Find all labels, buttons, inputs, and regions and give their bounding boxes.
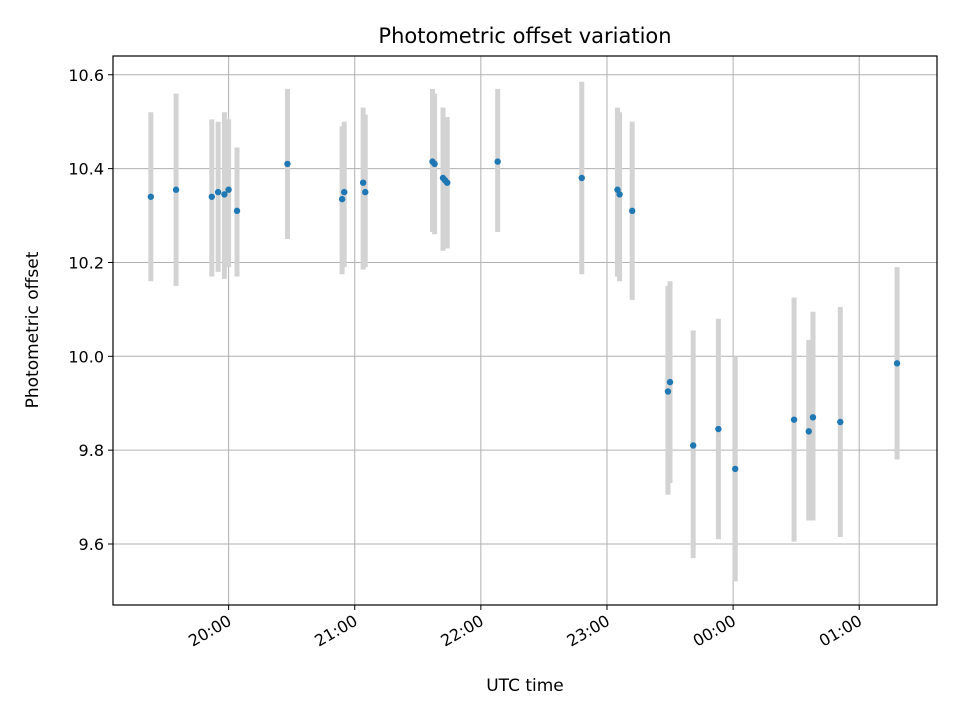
y-tick-label: 9.8	[79, 441, 104, 460]
data-point	[689, 442, 697, 449]
data-point	[664, 388, 672, 395]
data-points	[147, 158, 901, 473]
data-point	[578, 174, 585, 182]
y-tick-label: 10.0	[68, 347, 104, 366]
chart-title: Photometric offset variation	[378, 24, 671, 48]
data-point	[629, 207, 636, 215]
data-point	[284, 160, 291, 168]
y-axis-title: Photometric offset	[23, 251, 43, 408]
data-point	[214, 188, 222, 196]
data-point	[431, 160, 438, 168]
x-axis-title: UTC time	[486, 676, 564, 696]
data-point	[790, 416, 798, 423]
data-point	[359, 179, 367, 186]
y-tick-label: 10.4	[68, 160, 104, 179]
y-axis-ticks: 9.6 9.8 10.0 10.2 10.4 10.6	[68, 66, 113, 554]
y-tick-label: 10.2	[68, 253, 104, 272]
y-tick-label: 9.6	[79, 535, 104, 554]
data-point	[233, 207, 241, 215]
data-point	[221, 191, 228, 198]
data-point	[715, 425, 722, 433]
y-tick-label: 10.6	[68, 66, 104, 85]
data-point	[809, 414, 817, 421]
data-point	[666, 378, 674, 386]
data-point	[225, 186, 232, 193]
grid	[113, 56, 937, 605]
data-point	[338, 195, 346, 203]
data-point	[837, 418, 844, 426]
plot-frame	[112, 55, 938, 606]
data-point	[444, 179, 451, 186]
data-point	[494, 158, 501, 165]
data-point	[893, 360, 901, 367]
data-point	[147, 193, 155, 200]
data-point	[805, 428, 812, 435]
data-point	[616, 191, 623, 198]
data-point	[362, 188, 369, 196]
data-point	[172, 186, 180, 193]
data-point	[341, 188, 348, 196]
data-point	[208, 193, 215, 200]
data-point	[732, 465, 739, 473]
